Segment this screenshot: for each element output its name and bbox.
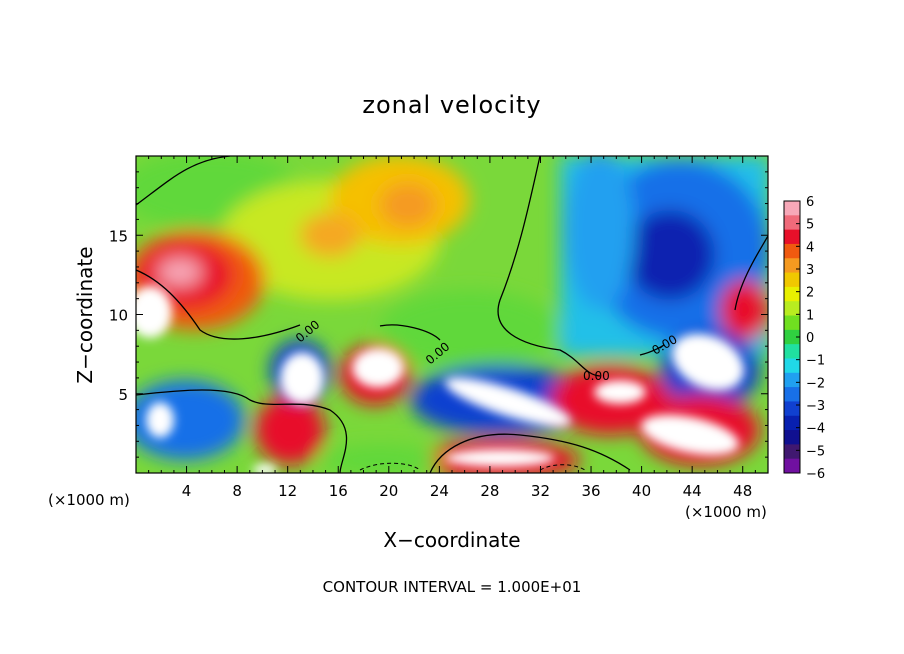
x-unit-left: (×1000 m) [48,491,130,509]
colorbar-swatch [784,358,800,374]
colorbar-tick-label: 6 [806,195,814,210]
colorbar-tick-label: −1 [806,354,825,369]
colorbar-tick-label: −3 [806,399,825,414]
x-unit-right: (×1000 m) [685,503,767,521]
x-tick-label: 48 [733,482,752,500]
colorbar-swatch [784,344,800,359]
x-tick-label: 44 [683,482,702,500]
x-tick-label: 28 [480,482,499,500]
colorbar-tick-label: −2 [806,376,825,391]
x-tick-label: 20 [379,482,398,500]
y-tick-label: 5 [118,386,128,404]
colorbar-swatch [784,372,800,388]
x-tick-label: 16 [329,482,348,500]
x-tick-label: 4 [182,482,192,500]
x-tick-label: 24 [430,482,449,500]
x-axis-label: X−coordinate [383,528,520,552]
x-tick-label: 8 [232,482,242,500]
colorbar-tick-label: 1 [806,308,814,323]
colorbar-tick-label: 4 [806,240,814,255]
x-tick-label: 40 [632,482,651,500]
colorbar-tick-label: 2 [806,286,814,301]
contour-interval-footer: CONTOUR INTERVAL = 1.000E+01 [323,578,582,596]
x-tick-label: 36 [581,482,600,500]
colorbar-swatch [784,229,800,245]
contour-label: 0.00 [583,369,610,383]
colorbar-swatch [784,329,800,345]
colorbar-swatch [784,243,800,259]
colorbar-tick-label: 5 [806,218,814,233]
y-axis-label: Z−coordinate [73,246,97,383]
colorbar-swatch [784,444,800,460]
colorbar-swatch [784,201,800,216]
colorbar-tick-label: 0 [806,331,814,346]
colorbar-swatch [784,401,800,417]
colorbar-tick-label: −6 [806,467,825,482]
x-tick-label: 12 [278,482,297,500]
colorbar-swatch [784,415,800,431]
heatmap-field [136,156,768,473]
x-tick-label: 32 [531,482,550,500]
colorbar-swatch [784,301,800,317]
colorbar-swatch [784,258,800,274]
colorbar-tick-label: −5 [806,444,825,459]
chart-title: zonal velocity [362,91,541,119]
colorbar-swatch [784,215,800,231]
y-tick-label: 10 [109,307,128,325]
colorbar-swatch [784,458,800,474]
colorbar-swatch [784,387,800,402]
colorbar-swatch [784,272,800,288]
y-tick-label: 15 [109,227,128,245]
colorbar-swatch [784,315,800,331]
colorbar-tick-label: −4 [806,422,825,437]
colorbar-swatch [784,430,800,445]
colorbar-tick-label: 3 [806,263,814,278]
colorbar-swatch [784,286,800,302]
colorbar: 6 5 4 3 2 1 0 −1 −2 −3 −4 −5 −6 [783,195,825,482]
